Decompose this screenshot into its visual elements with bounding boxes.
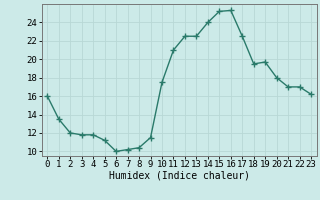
- X-axis label: Humidex (Indice chaleur): Humidex (Indice chaleur): [109, 171, 250, 181]
